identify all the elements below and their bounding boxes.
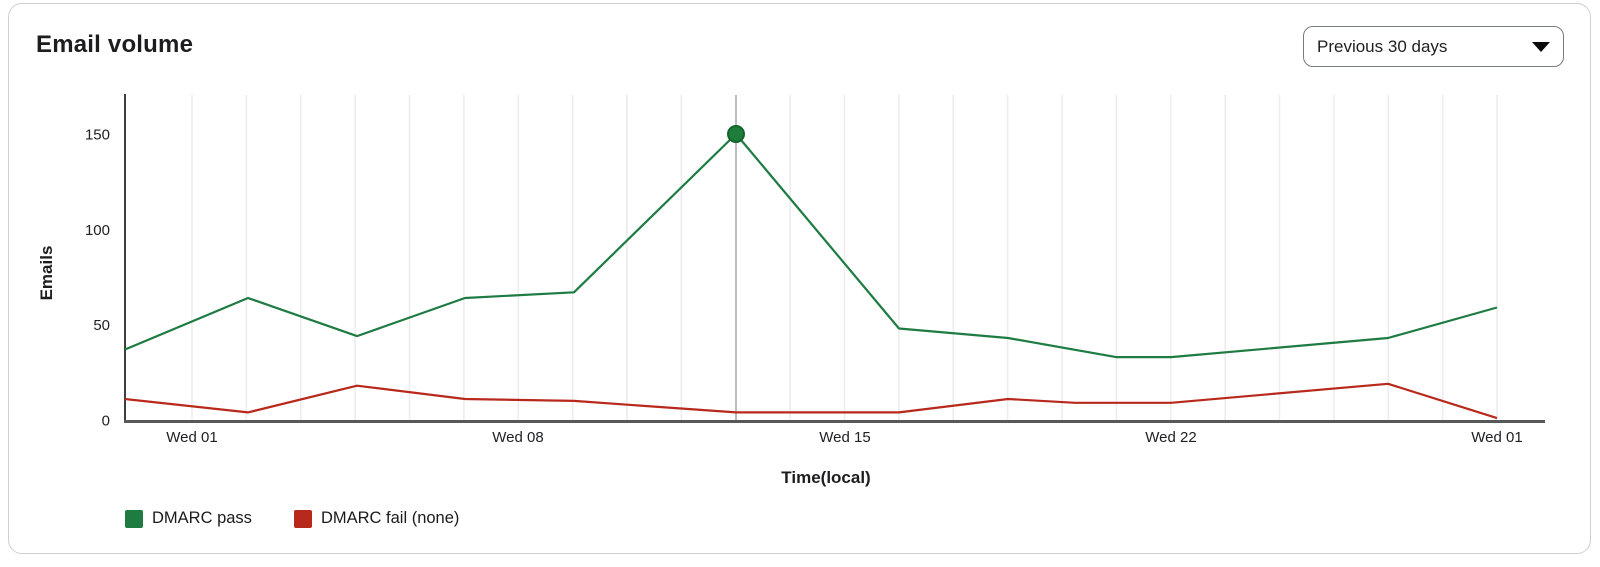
- time-range-value: Previous 30 days: [1317, 36, 1448, 56]
- x-tick-label: Wed 01: [1471, 429, 1522, 446]
- time-range-dropdown[interactable]: Previous 30 days: [1303, 26, 1564, 67]
- legend-item-dmarc-pass: DMARC pass: [125, 509, 252, 528]
- legend-item-dmarc-fail: DMARC fail (none): [293, 509, 460, 528]
- page-title: Email volume: [36, 31, 194, 58]
- y-axis-title: Emails: [37, 246, 56, 301]
- y-tick-label: 150: [85, 127, 110, 144]
- dmarc-pass-swatch: [125, 509, 143, 528]
- highlighted-point[interactable]: [727, 125, 745, 143]
- y-tick-label: 50: [93, 317, 110, 334]
- dmarc-pass-label: DMARC pass: [152, 509, 252, 527]
- chart-legend: DMARC pass DMARC fail (none): [125, 509, 459, 528]
- series-line-dmarc-fail-none: [124, 382, 1498, 420]
- x-tick-label: Wed 08: [492, 429, 543, 446]
- dmarc-fail-label: DMARC fail (none): [320, 509, 460, 527]
- x-tick-label: Wed 22: [1145, 429, 1196, 446]
- email-volume-card: Email volume Previous 30 days: [8, 3, 1591, 554]
- series-line-dmarc-pass: [124, 132, 1498, 359]
- dmarc-fail-swatch: [293, 509, 312, 528]
- x-tick-label: Wed 01: [166, 429, 217, 446]
- caret-down-icon: [1532, 41, 1550, 52]
- y-tick-label: 0: [102, 413, 110, 430]
- y-tick-label: 100: [85, 222, 110, 239]
- x-axis-title: Time(local): [781, 468, 870, 487]
- x-tick-label: Wed 15: [819, 429, 870, 446]
